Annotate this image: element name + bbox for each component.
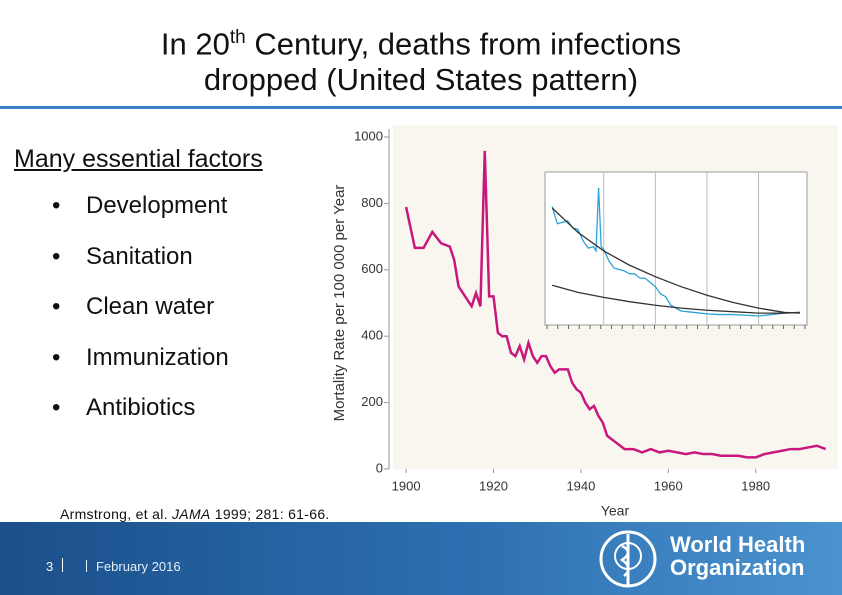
x-tick-label: 1960 bbox=[654, 478, 683, 493]
date: February 2016 bbox=[96, 559, 181, 574]
series-line bbox=[551, 284, 800, 314]
citation-text: 1999; 281: 61-66. bbox=[210, 506, 330, 522]
x-tick-label: 1900 bbox=[392, 478, 421, 493]
title-text: In 20 bbox=[160, 26, 230, 62]
title-line-1: In 20th Century, deaths from infections bbox=[0, 16, 842, 66]
x-tick-label: 1940 bbox=[566, 478, 595, 493]
organization-name: World Health Organization bbox=[670, 533, 805, 579]
y-tick-label: 800 bbox=[361, 195, 383, 210]
bullet: Development bbox=[52, 192, 229, 243]
who-emblem bbox=[599, 530, 657, 588]
y-tick-label: 200 bbox=[361, 394, 383, 409]
citation: Armstrong, et al. JAMA 1999; 281: 61-66. bbox=[60, 506, 330, 522]
series-line bbox=[551, 207, 800, 314]
footer-bar bbox=[0, 522, 842, 595]
y-tick-label: 0 bbox=[376, 460, 383, 475]
title-text: Century, deaths from infections bbox=[245, 26, 682, 62]
bullet: Sanitation bbox=[52, 243, 229, 294]
heading: Many essential factors bbox=[14, 145, 263, 173]
y-tick-label: 600 bbox=[361, 261, 383, 276]
org-line: World Health bbox=[670, 532, 806, 557]
series-line bbox=[404, 150, 827, 459]
separator bbox=[62, 558, 63, 572]
x-tick-label: 1920 bbox=[479, 478, 508, 493]
bullet: Immunization bbox=[52, 344, 229, 395]
org-line: Organization bbox=[670, 555, 805, 580]
x-tick-label: 1980 bbox=[741, 478, 770, 493]
x-axis-label: Year bbox=[601, 503, 630, 519]
title-line-2: dropped (United States pattern) bbox=[203, 62, 639, 97]
chart: 0 200 400 600 800 1000 1900 1920 1940 1960 1980 Yea… bbox=[331, 125, 838, 519]
series-line bbox=[551, 187, 800, 317]
bullet: Antibiotics bbox=[52, 394, 229, 445]
y-tick-label: 1000 bbox=[354, 128, 383, 143]
y-tick-label: 400 bbox=[361, 328, 383, 343]
bullet-list: DevelopmentSanitationClean waterImmuniza… bbox=[52, 192, 229, 445]
citation-text: Armstrong, et al. bbox=[60, 506, 172, 522]
bullet: Clean water bbox=[52, 293, 229, 344]
y-axis-label: Mortality Rate per 100 000 per Year bbox=[331, 185, 348, 422]
citation-journal: JAMA bbox=[172, 506, 211, 522]
title-superscript: th bbox=[229, 27, 246, 48]
title-rule bbox=[0, 106, 842, 109]
inset-frame bbox=[544, 171, 808, 326]
page-number: 3 bbox=[46, 559, 54, 574]
separator bbox=[86, 560, 87, 572]
